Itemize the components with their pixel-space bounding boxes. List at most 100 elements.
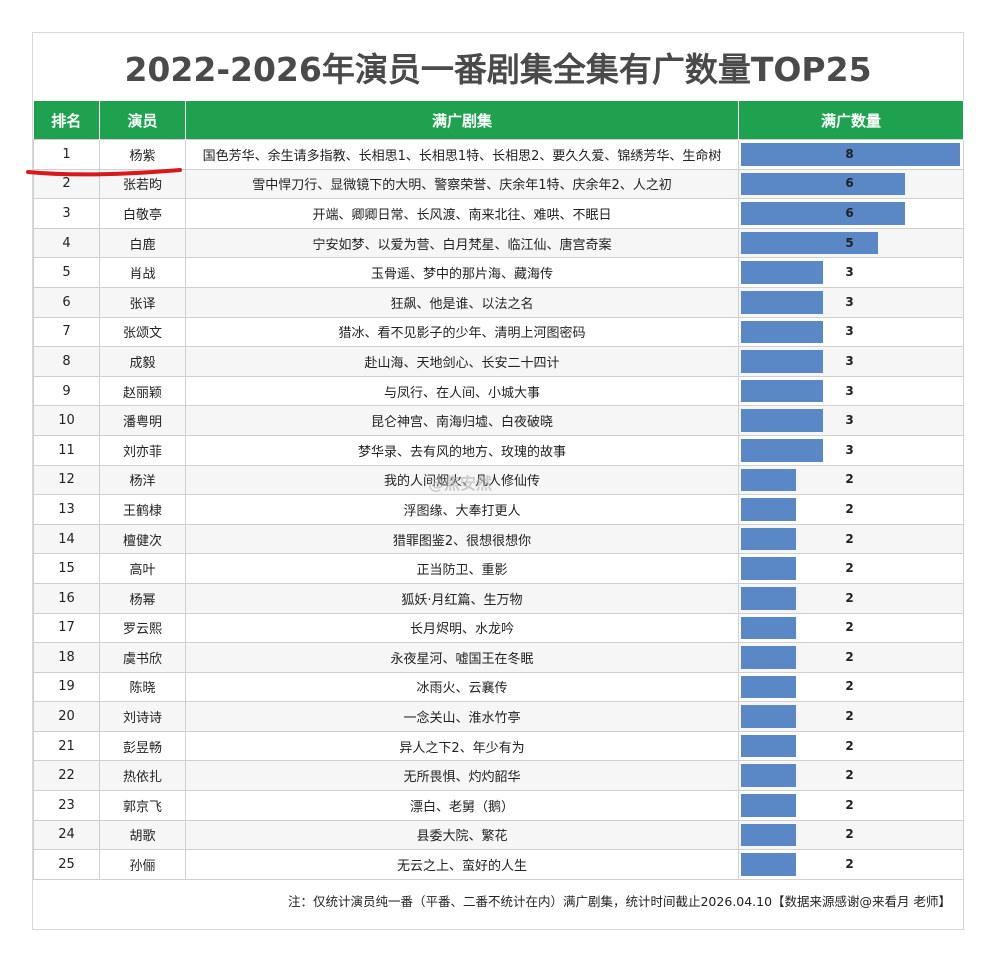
table-row: 20 刘诗诗 一念关山、淮水竹亭 2 bbox=[33, 701, 964, 732]
count-label: 2 bbox=[845, 709, 854, 724]
count-bar bbox=[741, 823, 796, 847]
table-row: 3 白敬亭 开端、卿卿日常、长风渡、南来北往、难哄、不眠日 6 bbox=[33, 198, 964, 229]
actor-cell: 高叶 bbox=[99, 553, 186, 584]
rank-cell: 15 bbox=[33, 553, 100, 584]
rank-cell: 18 bbox=[33, 642, 100, 673]
actor-cell: 白敬亭 bbox=[99, 198, 186, 229]
count-bar bbox=[741, 646, 796, 669]
count-label: 2 bbox=[845, 561, 854, 576]
count-label: 2 bbox=[845, 738, 854, 753]
count-label: 3 bbox=[845, 353, 854, 368]
rank-cell: 25 bbox=[33, 849, 100, 880]
dramas-cell: 宁安如梦、以爱为营、白月梵星、临江仙、唐宫奇案 bbox=[185, 227, 739, 259]
table-row: 8 成毅 赴山海、天地剑心、长安二十四计 3 bbox=[33, 346, 964, 377]
count-bar bbox=[741, 616, 796, 640]
count-label: 2 bbox=[845, 857, 854, 872]
rank-cell: 2 bbox=[33, 168, 100, 200]
actor-cell: 张颂文 bbox=[99, 316, 186, 348]
count-bar bbox=[741, 261, 824, 284]
count-cell: 2 bbox=[738, 760, 964, 792]
count-bar bbox=[741, 143, 960, 166]
count-cell: 3 bbox=[738, 375, 964, 407]
header-dramas: 满广剧集 bbox=[185, 101, 739, 140]
table-row: 17 罗云熙 长月烬明、水龙吟 2 bbox=[33, 612, 964, 644]
actor-cell: 刘诗诗 bbox=[99, 701, 186, 732]
count-bar bbox=[741, 586, 796, 610]
count-label: 3 bbox=[845, 383, 854, 398]
rank-cell: 7 bbox=[33, 316, 100, 348]
table-row: 1 杨紫 国色芳华、余生请多指教、长相思1、长相思1特、长相思2、要久久爱、锦绣芳华… bbox=[33, 139, 964, 170]
table-row: 13 王鹤棣 浮图缘、大奉打更人 2 bbox=[33, 494, 964, 525]
table-row: 25 孙俪 无云之上、蛮好的人生 2 bbox=[33, 849, 964, 880]
actor-cell: 胡歌 bbox=[99, 819, 186, 851]
actor-cell: 孙俪 bbox=[99, 849, 186, 880]
count-cell: 3 bbox=[738, 257, 964, 288]
rank-cell: 3 bbox=[33, 198, 100, 229]
watermark: @焦安然 bbox=[428, 474, 493, 493]
footnote: 注：仅统计演员纯一番（平番、二番不统计在内）满广剧集，统计时间截止2026.04… bbox=[287, 894, 951, 909]
ranking-table: 排名 演员 满广剧集 满广数量 1 杨紫 国色芳华、余生请多指教、长相思1、长相思1… bbox=[33, 101, 964, 880]
count-label: 5 bbox=[845, 235, 854, 250]
count-label: 6 bbox=[845, 176, 854, 191]
actor-cell: 张译 bbox=[99, 286, 186, 318]
rank-cell: 19 bbox=[33, 671, 100, 703]
count-bar bbox=[741, 350, 824, 373]
count-bar bbox=[741, 705, 796, 728]
count-cell: 2 bbox=[738, 819, 964, 851]
table-row: 7 张颂文 猎冰、看不见影子的少年、清明上河图密码 3 bbox=[33, 316, 964, 348]
dramas-cell: 长月烬明、水龙吟 bbox=[185, 612, 739, 644]
count-label: 6 bbox=[845, 205, 854, 220]
rank-cell: 9 bbox=[33, 375, 100, 407]
header-actor: 演员 bbox=[99, 101, 186, 140]
count-bar bbox=[741, 231, 878, 255]
table-row: 9 赵丽颖 与凤行、在人间、小城大事 3 bbox=[33, 375, 964, 407]
actor-cell: 赵丽颖 bbox=[99, 375, 186, 407]
count-label: 3 bbox=[845, 265, 854, 280]
actor-cell: 杨洋 bbox=[99, 464, 186, 496]
actor-cell: 张若昀 bbox=[99, 168, 186, 200]
dramas-cell: 漂白、老舅（鹅） bbox=[185, 790, 739, 821]
count-cell: 2 bbox=[738, 612, 964, 644]
dramas-cell: 猎罪图鉴2、很想很想你 bbox=[185, 523, 739, 555]
dramas-cell: 县委大院、繁花 bbox=[185, 819, 739, 851]
count-bar bbox=[741, 202, 906, 225]
actor-cell: 刘亦菲 bbox=[99, 434, 186, 466]
rank-cell: 10 bbox=[33, 405, 100, 436]
count-label: 2 bbox=[845, 531, 854, 546]
actor-cell: 成毅 bbox=[99, 346, 186, 377]
table-row: 12 杨洋 我的人间烟火、凡人修仙传 2 bbox=[33, 464, 964, 496]
page-title: 2022-2026年演员一番剧集全集有广数量TOP25 bbox=[124, 50, 872, 89]
dramas-cell: 无所畏惧、灼灼韶华 bbox=[185, 760, 739, 792]
table-row: 2 张若昀 雪中悍刀行、显微镜下的大明、警察荣誉、庆余年1特、庆余年2、人之初 6 bbox=[33, 168, 964, 200]
table-row: 11 刘亦菲 梦华录、去有风的地方、玫瑰的故事 3 bbox=[33, 434, 964, 466]
actor-cell: 肖战 bbox=[99, 257, 186, 288]
count-label: 2 bbox=[845, 501, 854, 516]
count-label: 3 bbox=[845, 413, 854, 428]
rank-cell: 12 bbox=[33, 464, 100, 496]
count-cell: 3 bbox=[738, 286, 964, 318]
actor-cell: 热依扎 bbox=[99, 760, 186, 792]
actor-cell: 杨幂 bbox=[99, 582, 186, 614]
table-row: 5 肖战 玉骨遥、梦中的那片海、藏海传 3 bbox=[33, 257, 964, 288]
count-label: 3 bbox=[845, 294, 854, 309]
header-rank: 排名 bbox=[33, 101, 100, 140]
table-row: 24 胡歌 县委大院、繁花 2 bbox=[33, 819, 964, 851]
dramas-cell: 玉骨遥、梦中的那片海、藏海传 bbox=[185, 257, 739, 288]
count-cell: 3 bbox=[738, 316, 964, 348]
rank-cell: 13 bbox=[33, 494, 100, 525]
dramas-cell: 冰雨火、云襄传 bbox=[185, 671, 739, 703]
dramas-cell: 狐妖·月红篇、生万物 bbox=[185, 582, 739, 614]
table-row: 4 白鹿 宁安如梦、以爱为营、白月梵星、临江仙、唐宫奇案 5 bbox=[33, 227, 964, 259]
table-row: 10 潘粤明 昆仑神宫、南海归墟、白夜破晓 3 bbox=[33, 405, 964, 436]
count-bar bbox=[741, 172, 906, 196]
dramas-cell: 永夜星河、嘘国王在冬眠 bbox=[185, 642, 739, 673]
count-bar bbox=[741, 468, 796, 492]
table-row: 16 杨幂 狐妖·月红篇、生万物 2 bbox=[33, 582, 964, 614]
header-count: 满广数量 bbox=[738, 101, 964, 140]
count-cell: 2 bbox=[738, 464, 964, 496]
dramas-cell: 雪中悍刀行、显微镜下的大明、警察荣誉、庆余年1特、庆余年2、人之初 bbox=[185, 168, 739, 200]
table-body: 1 杨紫 国色芳华、余生请多指教、长相思1、长相思1特、长相思2、要久久爱、锦绣芳华… bbox=[33, 139, 964, 880]
count-label: 2 bbox=[845, 797, 854, 812]
count-bar bbox=[741, 527, 796, 551]
rank-cell: 21 bbox=[33, 730, 100, 762]
